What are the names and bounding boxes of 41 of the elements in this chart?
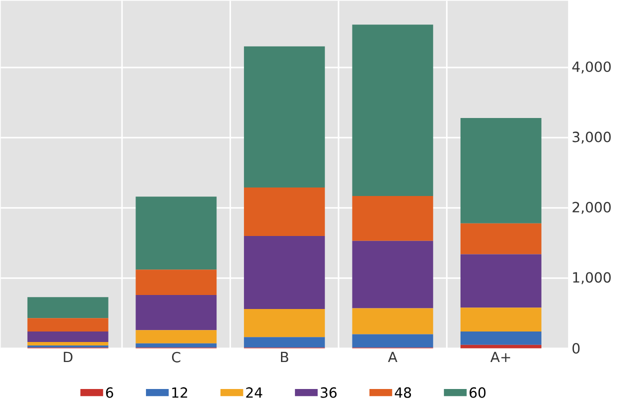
y-tick-label: 1,000 bbox=[573, 272, 611, 284]
bar bbox=[352, 196, 434, 241]
bar bbox=[136, 196, 217, 270]
bar bbox=[244, 308, 325, 337]
bar bbox=[27, 331, 108, 342]
y-tick-label: 2,000 bbox=[572, 202, 611, 214]
bar bbox=[244, 336, 325, 348]
legend-label: 48 bbox=[394, 387, 411, 398]
bar bbox=[136, 294, 217, 330]
x-tick-label: B bbox=[280, 352, 288, 362]
bar bbox=[460, 307, 542, 332]
legend-label: 12 bbox=[172, 387, 188, 398]
legend-label: 60 bbox=[470, 387, 486, 398]
bar bbox=[352, 240, 434, 308]
x-tick-label: A bbox=[388, 352, 398, 362]
bar bbox=[352, 24, 434, 196]
x-tick-label: C bbox=[172, 352, 180, 362]
bar bbox=[27, 296, 108, 318]
legend-label: 6 bbox=[106, 387, 114, 398]
y-tick-label: 0 bbox=[572, 342, 580, 354]
legend-label: 36 bbox=[320, 387, 337, 398]
y-tick-label: 3,000 bbox=[572, 132, 611, 144]
y-tick-label: 4,000 bbox=[572, 61, 611, 74]
x-tick-label: D bbox=[64, 352, 72, 362]
bar bbox=[244, 187, 325, 236]
bar bbox=[27, 342, 108, 346]
bar bbox=[352, 334, 434, 348]
bar bbox=[460, 118, 542, 224]
bar bbox=[136, 330, 217, 344]
bar bbox=[27, 318, 108, 332]
bar bbox=[460, 331, 542, 345]
bar bbox=[27, 345, 108, 348]
bar bbox=[136, 343, 217, 348]
bar bbox=[352, 308, 434, 334]
bar bbox=[244, 46, 325, 188]
bar bbox=[244, 236, 325, 309]
bar bbox=[460, 254, 542, 308]
bar bbox=[460, 223, 542, 254]
x-tick-label: A+ bbox=[490, 352, 510, 362]
bar bbox=[136, 270, 217, 295]
legend-label: 24 bbox=[246, 387, 262, 398]
